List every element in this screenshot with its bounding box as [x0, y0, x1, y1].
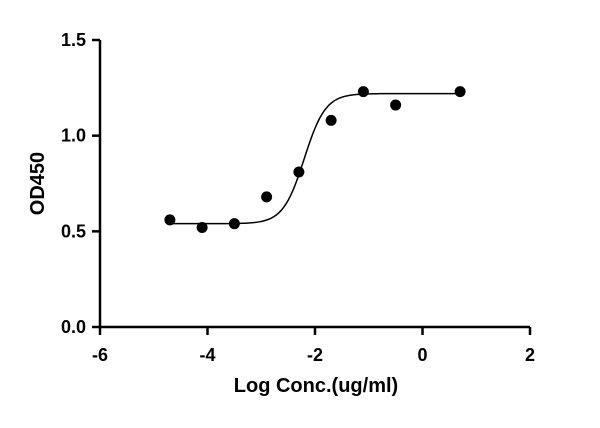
data-points — [164, 86, 466, 234]
y-tick-label: 0.0 — [61, 317, 86, 337]
data-point — [293, 166, 305, 178]
y-axis-ticks: 0.0 0.5 1.0 1.5 — [61, 30, 100, 337]
data-point — [390, 99, 402, 111]
data-point — [196, 222, 208, 234]
x-tick-label: -6 — [92, 345, 108, 365]
y-tick-label: 1.5 — [61, 30, 86, 50]
fit-curve — [169, 92, 461, 225]
data-point — [164, 214, 176, 226]
axes — [98, 40, 530, 329]
x-tick-label: 2 — [525, 345, 535, 365]
data-point — [325, 114, 337, 126]
data-point — [357, 86, 369, 98]
x-tick-label: 0 — [417, 345, 427, 365]
y-tick-label: 1.0 — [61, 126, 86, 146]
x-tick-label: -2 — [307, 345, 323, 365]
x-axis-ticks: -6 -4 -2 0 2 — [92, 327, 535, 365]
x-tick-label: -4 — [199, 345, 215, 365]
y-axis-title: OD450 — [27, 152, 49, 215]
data-point — [454, 86, 466, 98]
data-point — [261, 191, 273, 203]
y-tick-label: 0.5 — [61, 221, 86, 241]
data-point — [228, 218, 240, 230]
x-axis-title: Log Conc.(ug/ml) — [234, 375, 398, 397]
